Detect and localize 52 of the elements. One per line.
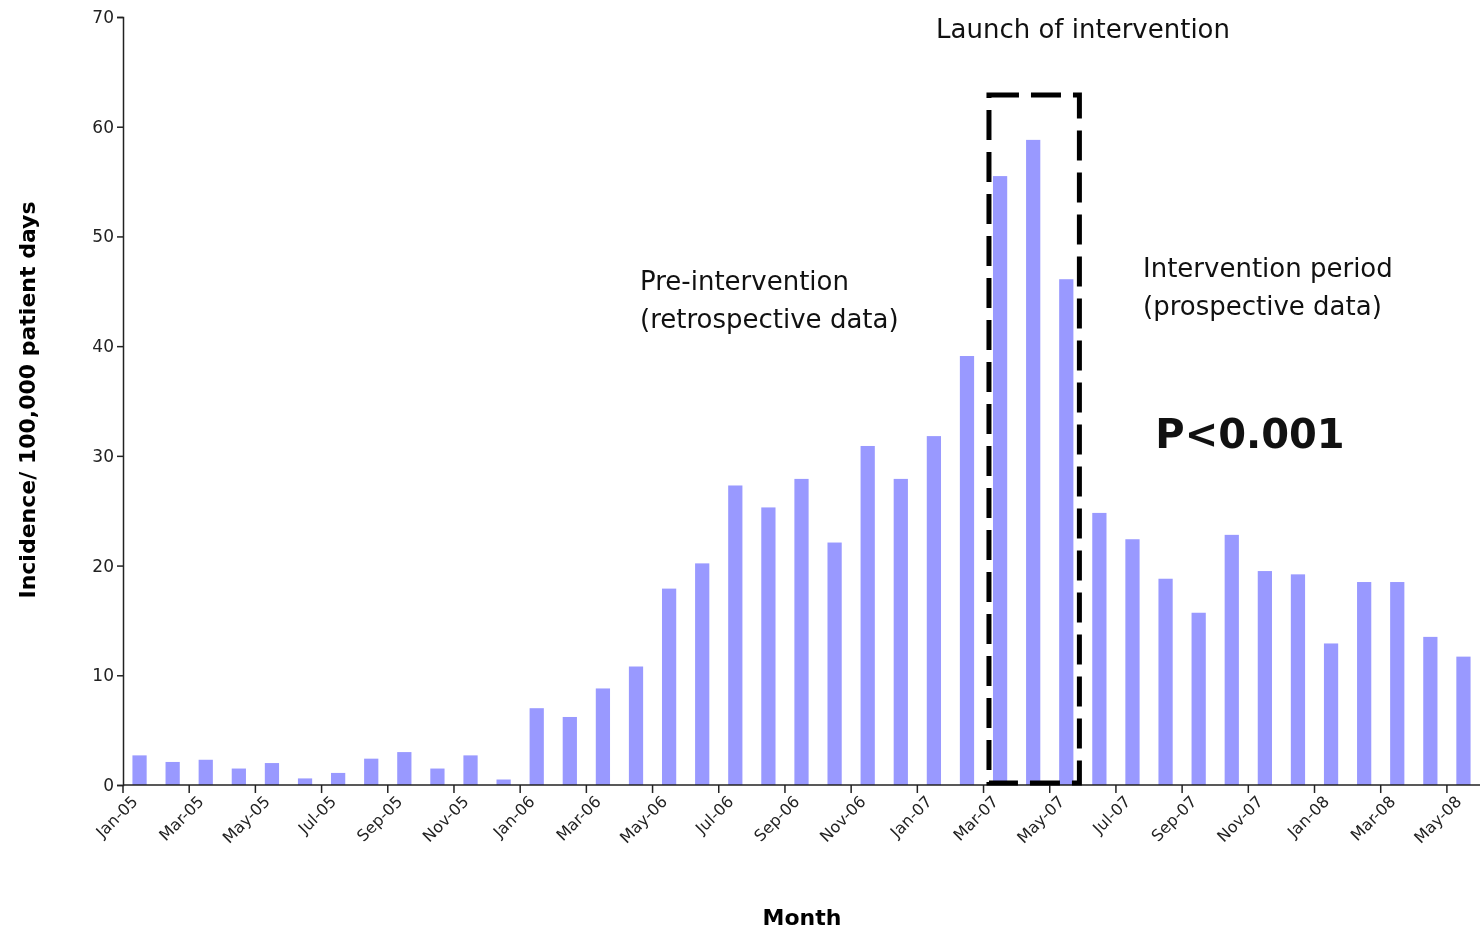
bar bbox=[860, 445, 875, 785]
bar bbox=[893, 478, 908, 785]
bar bbox=[1125, 539, 1140, 785]
annotation: P<0.001 bbox=[1155, 411, 1345, 457]
bar bbox=[264, 763, 280, 785]
bar bbox=[1026, 139, 1041, 785]
annotation: Pre-intervention (retrospective data) bbox=[640, 266, 899, 334]
bar bbox=[430, 768, 445, 785]
bar bbox=[562, 716, 577, 785]
bar bbox=[661, 588, 677, 785]
bar bbox=[198, 759, 213, 785]
bar bbox=[1390, 582, 1405, 785]
bar bbox=[827, 542, 842, 785]
bar bbox=[728, 485, 743, 785]
bar bbox=[463, 755, 478, 785]
bar bbox=[1357, 582, 1372, 785]
bar bbox=[595, 688, 611, 785]
y-tick-label: 50 bbox=[92, 226, 114, 247]
annotation: Launch of intervention bbox=[936, 14, 1230, 44]
bar bbox=[165, 761, 180, 785]
bar bbox=[1092, 512, 1107, 785]
bar bbox=[529, 708, 544, 785]
bar bbox=[1059, 279, 1074, 785]
bar bbox=[794, 478, 809, 785]
bar bbox=[364, 758, 379, 785]
y-tick-label: 0 bbox=[103, 774, 114, 795]
y-tick-label: 60 bbox=[92, 116, 114, 137]
bar bbox=[132, 755, 147, 785]
y-tick-label: 70 bbox=[92, 6, 114, 27]
y-tick-label: 40 bbox=[92, 336, 114, 357]
bar bbox=[231, 768, 246, 785]
bar bbox=[397, 752, 412, 785]
y-axis-title: Incidence/ 100,000 patient days bbox=[15, 201, 40, 599]
bar bbox=[1423, 636, 1438, 785]
bar bbox=[1158, 578, 1173, 785]
bar bbox=[1323, 643, 1339, 785]
x-axis-title: Month bbox=[762, 905, 842, 930]
y-tick-label: 30 bbox=[92, 445, 114, 466]
annotation: Intervention period (prospective data) bbox=[1143, 253, 1393, 321]
bar bbox=[331, 772, 346, 785]
bar bbox=[926, 436, 942, 785]
bar bbox=[761, 507, 776, 785]
bar bbox=[1456, 656, 1471, 785]
bar bbox=[959, 356, 975, 785]
bar bbox=[1224, 534, 1239, 785]
bar bbox=[1191, 612, 1206, 785]
y-tick-label: 20 bbox=[92, 555, 114, 576]
bar bbox=[1257, 571, 1272, 785]
bar bbox=[1290, 574, 1306, 785]
y-tick-label: 10 bbox=[92, 665, 114, 686]
bar bbox=[695, 563, 710, 785]
bar bbox=[628, 666, 644, 785]
